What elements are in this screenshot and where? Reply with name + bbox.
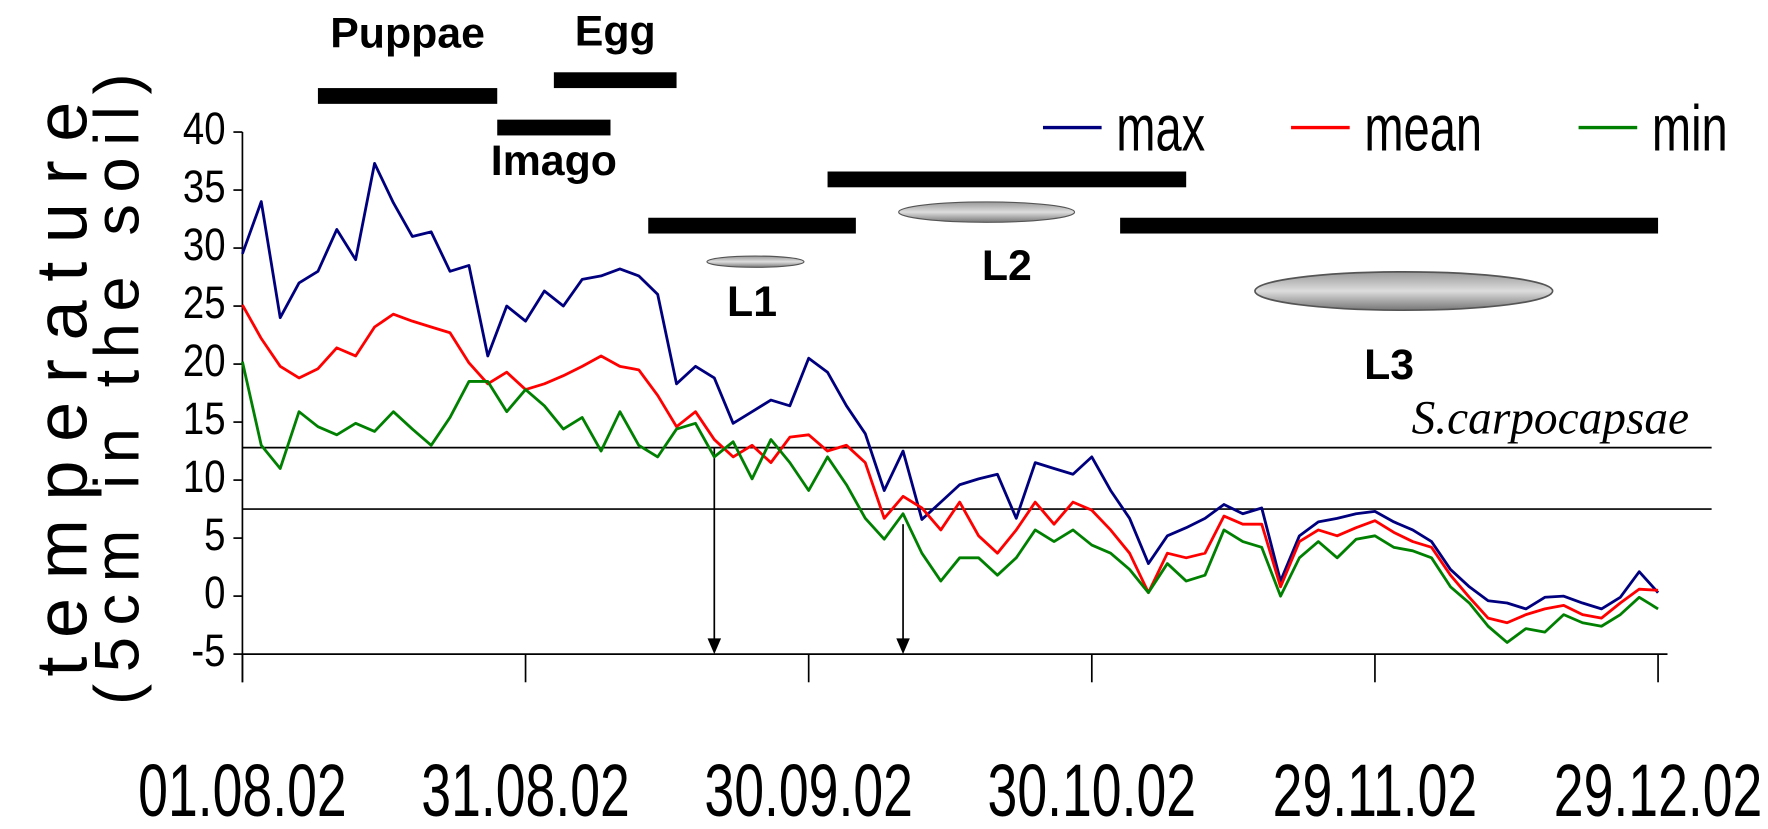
x-tick-label: 30.09.02 [704, 748, 913, 829]
larvae [706, 201, 1554, 312]
series-line [241, 304, 1659, 625]
arrow-head [896, 638, 910, 655]
y-axis-label: (5cm in the soil) [82, 73, 152, 704]
stage-label: Puppae [330, 10, 485, 58]
threshold-label: S.carpocapsae [1412, 393, 1689, 445]
y-tick-label: 5 [204, 509, 225, 560]
stage-bar [1120, 217, 1659, 234]
stage-bar [497, 119, 611, 136]
y-tick-label: 30 [183, 219, 226, 270]
y-tick-label: 20 [183, 335, 226, 386]
x-tick-label: 01.08.02 [138, 748, 347, 829]
y-tick-label: 15 [183, 393, 226, 444]
series-line [241, 161, 1660, 611]
legend-label: mean [1364, 92, 1482, 165]
stage-label: Imago [491, 137, 617, 185]
stage-label: Egg [575, 7, 656, 55]
arrow-head [707, 638, 722, 655]
larva-icon [898, 201, 1076, 223]
stage-label: L1 [727, 278, 777, 326]
x-tick-label: 29.12.02 [1554, 748, 1763, 829]
larva-icon [1254, 271, 1554, 312]
stage-label: L3 [1364, 341, 1414, 389]
x-tick-label: 30.10.02 [988, 748, 1197, 829]
stage-bar [553, 72, 677, 89]
larva-icon [706, 255, 805, 268]
y-tick-label: 40 [183, 103, 226, 154]
x-tick-label: 31.08.02 [421, 748, 630, 829]
y-tick-label: 35 [183, 161, 226, 212]
x-tick-label: 29.11.02 [1273, 748, 1478, 829]
stage-bar [648, 217, 856, 234]
stage-bar [827, 171, 1187, 188]
y-tick-label: 0 [204, 567, 225, 618]
y-tick-label: 25 [183, 277, 226, 328]
legend-label: min [1652, 92, 1728, 165]
stage-bar [317, 88, 498, 104]
series-line [241, 361, 1659, 644]
stage-label: L2 [982, 242, 1032, 290]
y-tick-label: 10 [183, 451, 226, 502]
legend-label: max [1116, 92, 1205, 165]
y-tick-label: -5 [191, 625, 225, 676]
